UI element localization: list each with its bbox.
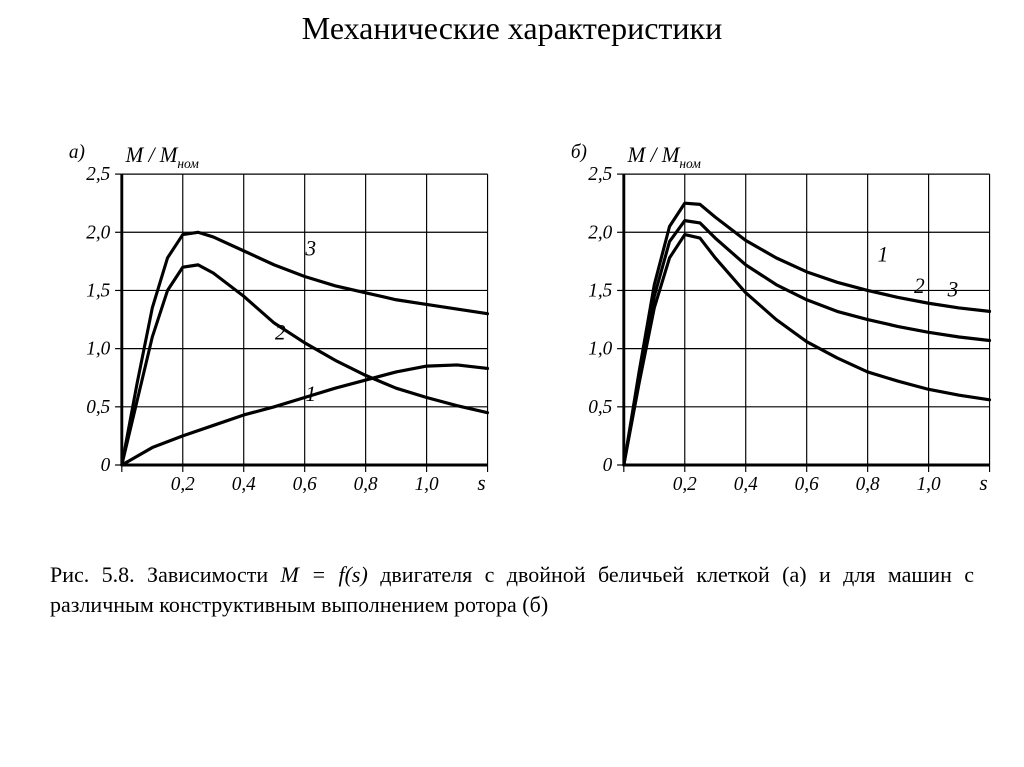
svg-text:2: 2	[914, 273, 925, 297]
page-title: Механические характеристики	[0, 10, 1024, 47]
svg-text:2: 2	[275, 320, 286, 344]
svg-text:0,6: 0,6	[795, 474, 819, 495]
svg-text:0,8: 0,8	[354, 474, 378, 495]
svg-text:2,0: 2,0	[588, 222, 612, 243]
svg-text:0,5: 0,5	[588, 397, 612, 418]
svg-text:2,5: 2,5	[588, 164, 612, 185]
svg-text:0,4: 0,4	[232, 474, 256, 495]
svg-text:1: 1	[305, 382, 316, 406]
figure-row: 1230,20,40,60,81,0s00,51,01,52,02,5M / M…	[40, 90, 1004, 520]
svg-text:s: s	[979, 471, 987, 495]
svg-text:1: 1	[878, 242, 889, 266]
svg-text:1,0: 1,0	[86, 338, 110, 359]
svg-text:2,0: 2,0	[86, 222, 110, 243]
svg-text:0: 0	[101, 455, 111, 476]
chart-b-svg: 1230,20,40,60,81,0s00,51,01,52,02,5M / M…	[542, 90, 1004, 520]
svg-text:1,5: 1,5	[588, 280, 612, 301]
chart-a-svg: 1230,20,40,60,81,0s00,51,01,52,02,5M / M…	[40, 90, 502, 520]
svg-text:1,0: 1,0	[588, 338, 612, 359]
svg-text:0,2: 0,2	[171, 474, 195, 495]
svg-text:1,5: 1,5	[86, 280, 110, 301]
svg-text:0,4: 0,4	[734, 474, 758, 495]
svg-text:3: 3	[305, 236, 317, 260]
caption-formula: M = f(s)	[281, 562, 368, 587]
caption-prefix: Рис. 5.8. Зависимости	[50, 562, 281, 587]
svg-text:0: 0	[603, 455, 613, 476]
svg-text:0,8: 0,8	[856, 474, 880, 495]
svg-text:0,2: 0,2	[673, 474, 697, 495]
svg-text:1,0: 1,0	[917, 474, 941, 495]
svg-text:1,0: 1,0	[415, 474, 439, 495]
chart-b: 1230,20,40,60,81,0s00,51,01,52,02,5M / M…	[542, 90, 1004, 520]
svg-text:3: 3	[947, 277, 959, 301]
chart-a: 1230,20,40,60,81,0s00,51,01,52,02,5M / M…	[40, 90, 502, 520]
figure-caption: Рис. 5.8. Зависимости M = f(s) двигателя…	[50, 560, 974, 619]
svg-text:2,5: 2,5	[86, 164, 110, 185]
svg-text:0,5: 0,5	[86, 397, 110, 418]
svg-text:б): б)	[571, 142, 587, 163]
svg-text:а): а)	[69, 142, 85, 163]
svg-text:s: s	[477, 471, 485, 495]
svg-text:0,6: 0,6	[293, 474, 317, 495]
